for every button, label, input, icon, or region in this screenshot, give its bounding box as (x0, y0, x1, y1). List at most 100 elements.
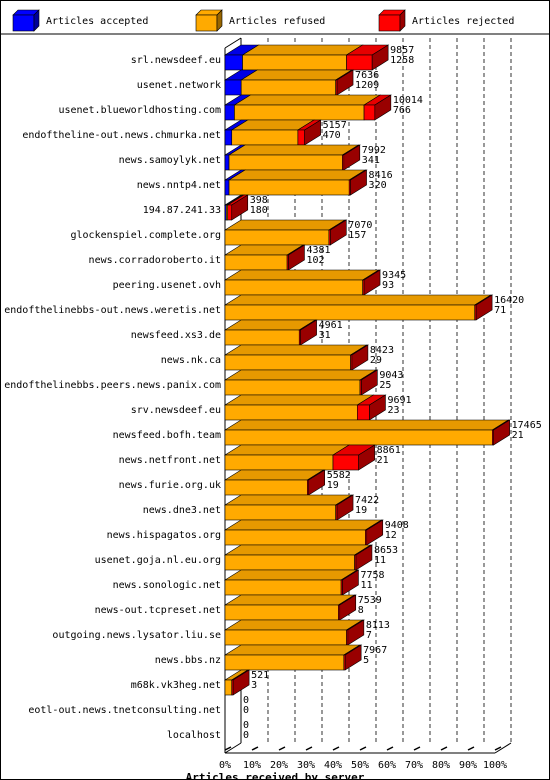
server-label-7: glockenspiel.complete.org (70, 230, 221, 241)
bar-rejected-14 (356, 404, 370, 421)
value-label-bottom-7: 157 (348, 230, 366, 241)
value-label-top-2: 10014 (393, 95, 423, 106)
bar-refused-13 (224, 379, 361, 396)
bar-refused-top-13 (223, 369, 378, 381)
bar-rejected-side-20 (355, 544, 373, 571)
bar-refused-21 (224, 579, 342, 596)
server-label-0: srl.newsdeef.eu (131, 55, 221, 66)
legend-swatch-refused (195, 14, 218, 32)
bar-refused-top-0 (241, 44, 364, 56)
value-label-bottom-13: 25 (379, 380, 391, 391)
server-label-3: endoftheline-out.news.chmurka.net (22, 130, 221, 141)
value-label-top-12: 8423 (370, 345, 394, 356)
bar-refused-top-16 (223, 444, 351, 456)
bar-refused-top-9 (223, 269, 380, 281)
bar-refused-top-5 (228, 169, 367, 181)
bar-rejected-side-6 (231, 194, 249, 221)
server-label-1: usenet.network (137, 80, 221, 91)
value-label-bottom-23: 7 (366, 630, 372, 641)
bar-rejected-side-1 (336, 69, 354, 96)
bar-rejected-side-3 (304, 119, 321, 146)
floor-depth-left (224, 742, 242, 754)
bar-refused-4 (228, 154, 343, 171)
server-label-25: m68k.vk3heg.net (131, 680, 221, 691)
server-label-5: news.nntp4.net (137, 180, 221, 191)
value-label-top-25: 521 (251, 670, 269, 681)
value-label-top-15: 17465 (512, 420, 542, 431)
value-label-bottom-1: 1209 (355, 80, 379, 91)
bar-rejected-side-14 (369, 394, 386, 421)
value-label-top-14: 9691 (387, 395, 411, 406)
value-label-bottom-27: 0 (243, 730, 249, 741)
value-label-bottom-15: 21 (512, 430, 524, 441)
value-label-bottom-22: 8 (358, 605, 364, 616)
x-tick-mark-10 (251, 746, 259, 751)
bar-rejected-0 (346, 54, 373, 71)
value-label-top-27: 0 (243, 720, 249, 731)
value-label-bottom-8: 102 (306, 255, 324, 266)
value-label-bottom-18: 19 (355, 505, 367, 516)
bar-rejected-side-24 (344, 644, 362, 671)
server-label-17: news.furie.org.uk (119, 480, 221, 491)
value-label-bottom-5: 320 (369, 180, 387, 191)
axis-top-depth (224, 37, 242, 49)
server-label-6: 194.87.241.33 (143, 205, 221, 216)
bar-accepted-4 (224, 154, 230, 171)
bar-rejected-side-22 (339, 594, 357, 621)
bar-refused-20 (224, 554, 355, 571)
x-tick-label-40: 40% (324, 760, 342, 771)
bar-refused-top-7 (223, 219, 346, 231)
value-label-top-22: 7539 (358, 595, 382, 606)
legend-label-rejected: Articles rejected (412, 16, 514, 27)
bar-refused-22 (224, 604, 339, 621)
x-tick-label-80: 80% (432, 760, 450, 771)
server-label-16: news.netfront.net (119, 455, 221, 466)
value-label-bottom-2: 766 (393, 105, 411, 116)
bar-refused-24 (224, 654, 345, 671)
legend-swatch-rejected (378, 14, 401, 32)
bar-rejected-3 (297, 129, 305, 146)
value-label-top-3: 5157 (323, 120, 347, 131)
value-label-bottom-19: 12 (385, 530, 397, 541)
value-label-top-9: 9345 (382, 270, 406, 281)
bar-refused-8 (224, 254, 288, 271)
bar-rejected-side-10 (475, 294, 493, 321)
server-label-22: news-out.tcpreset.net (95, 605, 221, 616)
x-tick-mark-0 (224, 746, 232, 751)
bar-refused-23 (224, 629, 347, 646)
value-label-bottom-0: 1258 (390, 55, 414, 66)
value-label-top-23: 8113 (366, 620, 390, 631)
bar-rejected-side-19 (366, 519, 384, 546)
value-label-top-17: 5582 (327, 470, 351, 481)
value-label-top-11: 4961 (319, 320, 343, 331)
server-label-26: eotl-out.news.tnetconsulting.net (28, 705, 221, 716)
x-tick-mark-80 (440, 746, 448, 751)
value-label-top-20: 8653 (374, 545, 398, 556)
bar-refused-top-10 (223, 294, 492, 306)
x-tick-label-90: 90% (459, 760, 477, 771)
x-tick-label-30: 30% (297, 760, 315, 771)
bar-refused-17 (224, 479, 308, 496)
value-label-bottom-9: 93 (382, 280, 394, 291)
value-label-top-26: 0 (243, 695, 249, 706)
server-label-19: news.hispagatos.org (107, 530, 221, 541)
bar-accepted-0 (224, 54, 243, 71)
bar-refused-2 (234, 104, 365, 121)
value-label-bottom-11: 31 (319, 330, 331, 341)
server-label-4: news.samoylyk.net (119, 155, 221, 166)
bar-rejected-side-11 (300, 319, 317, 346)
legend-swatch-refused-side (216, 9, 223, 32)
bar-refused-top-17 (223, 469, 325, 481)
bar-rejected-side-7 (329, 219, 347, 246)
value-label-top-18: 7422 (355, 495, 379, 506)
bar-refused-top-23 (223, 619, 364, 631)
x-tick-label-20: 20% (270, 760, 288, 771)
bar-refused-top-21 (223, 569, 359, 581)
bar-refused-top-15 (223, 419, 510, 431)
bar-rejected-side-21 (342, 569, 359, 596)
x-tick-mark-50 (359, 746, 367, 751)
value-label-top-24: 7967 (363, 645, 387, 656)
server-label-18: news.dne3.net (143, 505, 221, 516)
bar-refused-top-22 (223, 594, 356, 606)
